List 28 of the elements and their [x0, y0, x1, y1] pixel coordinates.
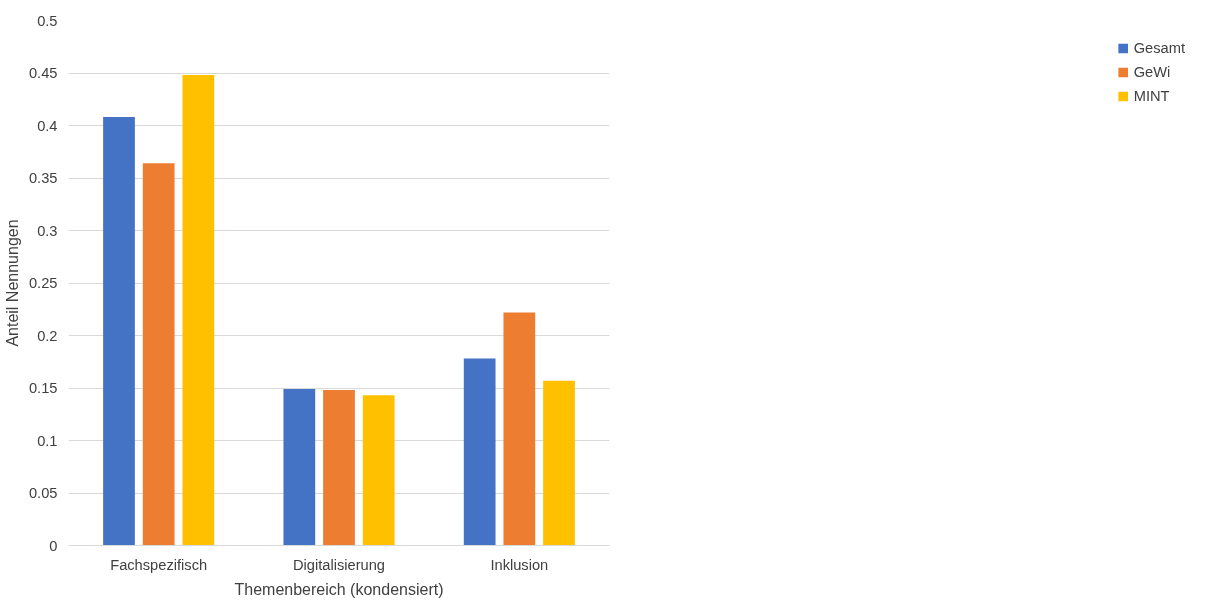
bar	[503, 312, 536, 546]
y-tick-label: 0.35	[28, 170, 58, 186]
bar	[323, 390, 355, 546]
y-tick-label: 0.4	[37, 117, 58, 134]
legend-label: GeWi	[1133, 64, 1171, 80]
y-tick-label: 0.3	[37, 222, 58, 239]
bar	[362, 395, 395, 546]
x-tick-label: Fachspezifisch	[110, 556, 208, 573]
bar	[182, 75, 215, 546]
bar	[103, 117, 135, 546]
y-tick-label: 0.05	[28, 485, 58, 501]
y-tick-label: 0.45	[28, 65, 58, 81]
x-tick-label: Digitalisierung	[292, 556, 386, 573]
bar	[283, 389, 316, 546]
legend-label: Gesamt	[1133, 40, 1185, 56]
y-tick-label: 0.25	[28, 275, 58, 291]
x-axis-title: Themenbereich (kondensiert)	[234, 580, 444, 598]
y-axis-title: Anteil Nennungen	[3, 219, 21, 347]
x-tick-label: Inklusion	[490, 556, 549, 573]
y-tick-label: 0.15	[28, 380, 58, 396]
bar	[463, 358, 496, 546]
bar	[543, 380, 575, 546]
y-tick-label: 0.5	[37, 12, 58, 29]
legend-label: MINT	[1133, 88, 1170, 104]
y-tick-label: 0	[49, 537, 58, 554]
y-tick-label: 0.2	[37, 327, 58, 344]
bar	[142, 163, 175, 546]
y-tick-label: 0.1	[37, 432, 58, 449]
